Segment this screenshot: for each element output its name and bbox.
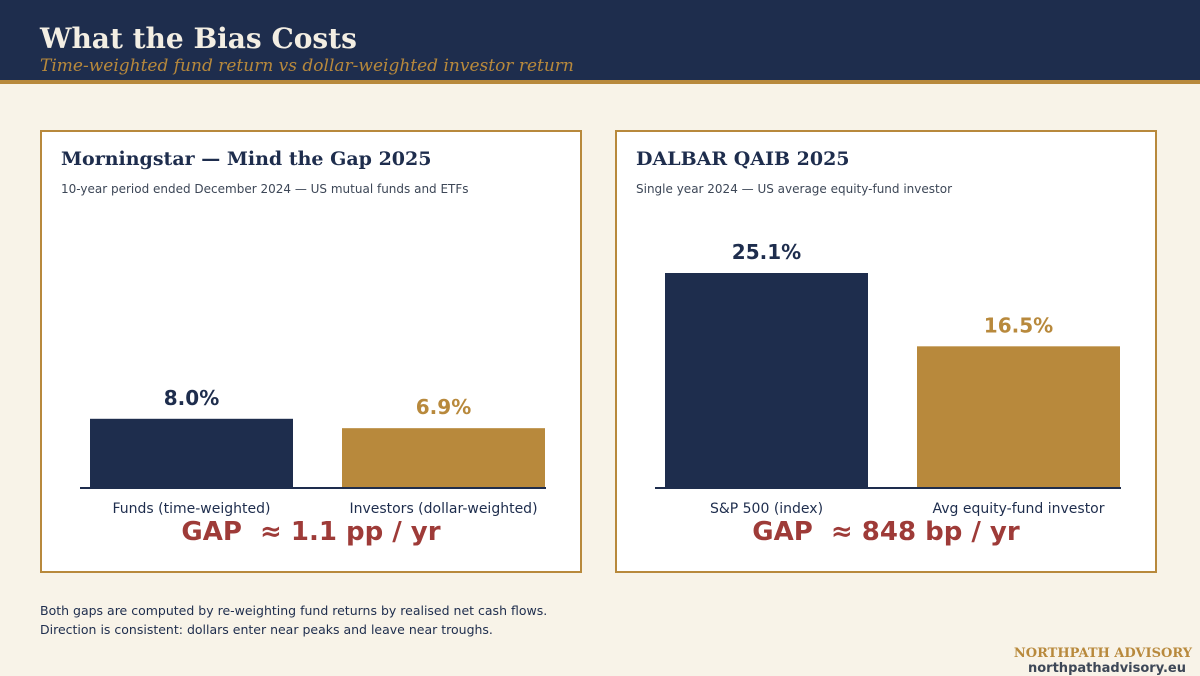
bar-2 — [917, 346, 1120, 487]
header-bar: What the Bias Costs Time-weighted fund r… — [0, 0, 1200, 84]
x-tick-label: Avg equity-fund investor — [933, 501, 1105, 517]
data-label: 16.5% — [984, 313, 1053, 337]
data-label: 6.9% — [416, 395, 471, 419]
bar-chart-morningstar: 8.0% Funds (time-weighted) 6.9% Investors (… — [80, 386, 546, 517]
brand-url: northpathadvisory.eu — [1028, 661, 1186, 676]
chart-subtitle: 10-year period ended December 2024 — US … — [61, 182, 469, 196]
gap-annotation: GAP ≈ 848 bp / yr — [752, 517, 1020, 547]
bar-1 — [665, 273, 868, 487]
bar-chart-dalbar: 25.1% S&P 500 (index) 16.5% Avg equity-fund… — [655, 240, 1121, 517]
footnote: Both gaps are computed by re-weighting f… — [40, 603, 548, 618]
bar-2 — [342, 428, 545, 487]
chart-title: DALBAR QAIB 2025 — [636, 148, 850, 170]
chart-title: Morningstar — Mind the Gap 2025 — [61, 148, 432, 170]
gap-annotation: GAP ≈ 1.1 pp / yr — [181, 517, 441, 547]
page-title: What the Bias Costs — [40, 22, 357, 55]
chart-panel-morningstar: Morningstar — Mind the Gap 2025 10-year … — [40, 130, 582, 573]
page-subtitle: Time-weighted fund return vs dollar-weig… — [40, 56, 574, 76]
chart-subtitle: Single year 2024 — US average equity-fun… — [636, 182, 953, 196]
x-tick-label: Funds (time-weighted) — [113, 501, 271, 517]
brand-name: NORTHPATH ADVISORY — [1013, 646, 1192, 661]
data-label: 8.0% — [164, 386, 219, 410]
data-label: 25.1% — [732, 240, 801, 264]
footnote: Direction is consistent: dollars enter n… — [40, 622, 493, 637]
chart-panel-dalbar: DALBAR QAIB 2025 Single year 2024 — US a… — [615, 130, 1157, 573]
x-tick-label: Investors (dollar-weighted) — [349, 501, 537, 517]
bar-1 — [90, 418, 293, 487]
x-tick-label: S&P 500 (index) — [710, 501, 823, 517]
